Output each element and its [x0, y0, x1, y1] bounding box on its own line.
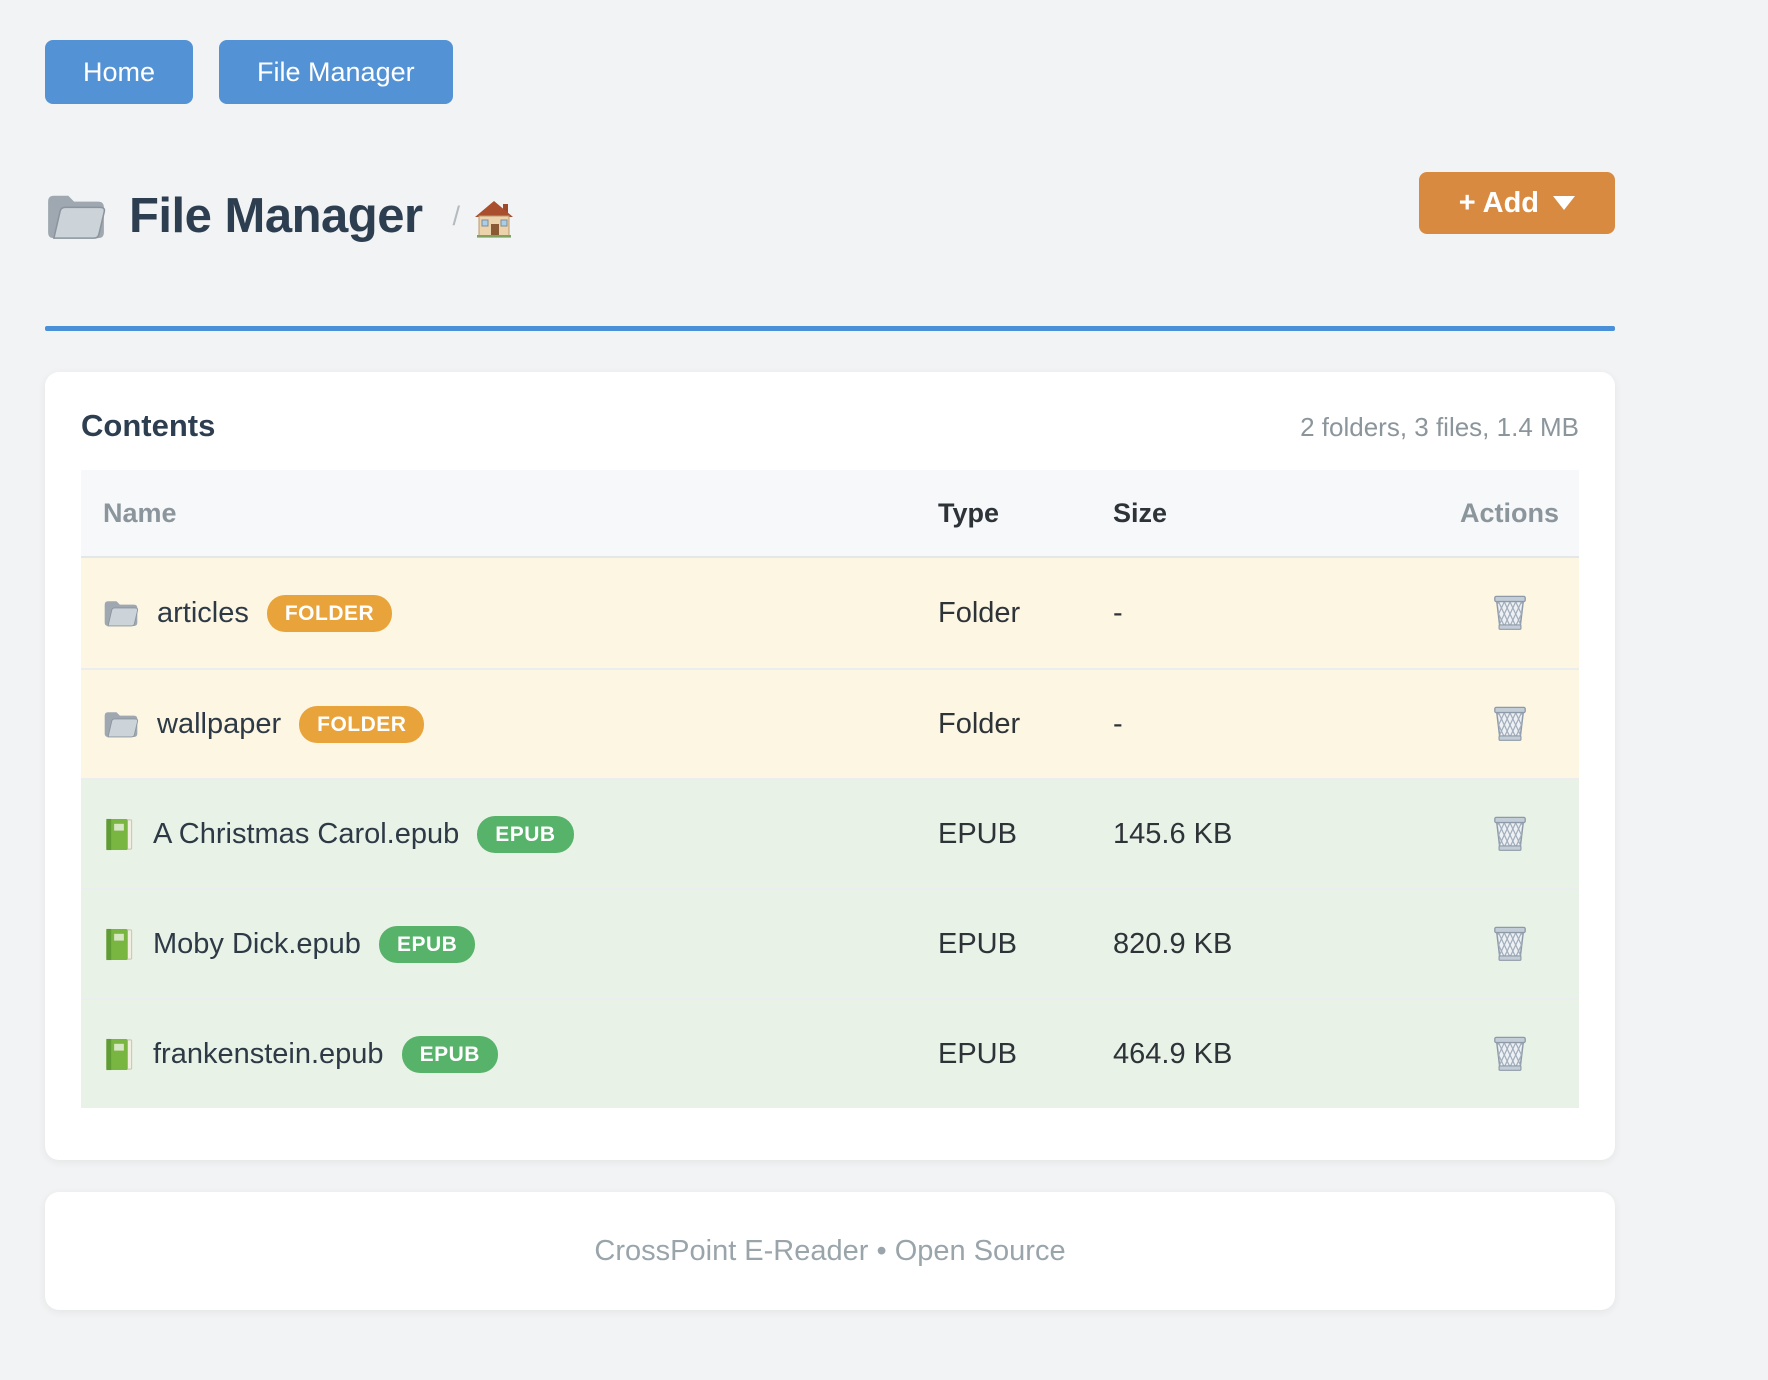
file-size: -: [1113, 707, 1123, 740]
delete-button[interactable]: [1491, 923, 1529, 965]
epub-badge: EPUB: [477, 815, 574, 853]
column-header-actions: Actions: [1459, 497, 1559, 528]
file-name-link[interactable]: frankenstein.epub: [153, 1037, 384, 1070]
file-size: -: [1113, 596, 1123, 629]
header-divider: [45, 326, 1615, 331]
breadcrumb-separator: /: [452, 200, 461, 231]
epub-badge: EPUB: [378, 925, 476, 963]
trash-icon: [1491, 592, 1529, 634]
contents-heading: Contents: [81, 408, 216, 443]
file-size: 145.6 KB: [1113, 817, 1233, 850]
file-size: 464.9 KB: [1113, 1037, 1233, 1070]
add-button-label: + Add: [1458, 186, 1539, 219]
top-nav: Home File Manager: [45, 0, 1615, 104]
trash-icon: [1491, 813, 1529, 855]
caret-down-icon: [1553, 196, 1575, 210]
trash-icon: [1491, 703, 1529, 745]
table-row: articles FOLDER Folder -: [81, 558, 1579, 668]
delete-button[interactable]: [1491, 703, 1529, 745]
green-book-icon: [103, 817, 135, 852]
table-header-row: Name Type Size Actions: [81, 470, 1579, 558]
green-book-icon: [103, 927, 135, 962]
column-header-type: Type: [938, 497, 1000, 528]
house-icon[interactable]: [474, 200, 514, 238]
table-row: wallpaper FOLDER Folder -: [81, 668, 1579, 778]
trash-icon: [1491, 1033, 1529, 1075]
epub-badge: EPUB: [401, 1035, 498, 1073]
folder-icon: [103, 598, 139, 628]
delete-button[interactable]: [1491, 813, 1529, 855]
nav-file-manager-button[interactable]: File Manager: [219, 40, 453, 104]
file-name-link[interactable]: Moby Dick.epub: [153, 927, 361, 960]
file-type: Folder: [938, 596, 1021, 629]
folder-badge: FOLDER: [299, 705, 425, 743]
file-size: 820.9 KB: [1113, 927, 1233, 960]
add-button[interactable]: + Add: [1418, 172, 1615, 234]
file-type: EPUB: [938, 817, 1017, 850]
file-type: Folder: [938, 707, 1021, 740]
table-row: A Christmas Carol.epub EPUB EPUB 145.6 K…: [81, 778, 1579, 888]
folder-icon: [45, 191, 107, 241]
page-header: File Manager / + Add: [45, 170, 1615, 331]
folder-icon: [103, 709, 139, 739]
column-header-size: Size: [1113, 497, 1168, 528]
table-row: frankenstein.epub EPUB EPUB 464.9 KB: [81, 998, 1579, 1108]
file-name-link[interactable]: articles: [157, 596, 249, 629]
file-type: EPUB: [938, 927, 1017, 960]
footer-text: CrossPoint E-Reader • Open Source: [594, 1234, 1066, 1267]
contents-summary: 2 folders, 3 files, 1.4 MB: [1300, 412, 1579, 442]
green-book-icon: [103, 1037, 135, 1072]
table-row: Moby Dick.epub EPUB EPUB 820.9 KB: [81, 888, 1579, 998]
file-type: EPUB: [938, 1037, 1017, 1070]
column-header-name: Name: [103, 497, 177, 528]
file-name-link[interactable]: wallpaper: [157, 707, 282, 740]
folder-badge: FOLDER: [266, 594, 393, 632]
trash-icon: [1491, 923, 1529, 965]
nav-home-button[interactable]: Home: [45, 40, 194, 104]
page-title: File Manager: [129, 189, 423, 243]
footer-card: CrossPoint E-Reader • Open Source: [45, 1192, 1615, 1310]
file-table: Name Type Size Actions articles FOLDER F…: [81, 470, 1579, 1108]
file-name-link[interactable]: A Christmas Carol.epub: [153, 817, 460, 850]
page-container: Home File Manager File Manager / + Add C…: [45, 0, 1615, 1310]
delete-button[interactable]: [1491, 1033, 1529, 1075]
delete-button[interactable]: [1491, 592, 1529, 634]
contents-card: Contents 2 folders, 3 files, 1.4 MB Name…: [45, 372, 1615, 1160]
